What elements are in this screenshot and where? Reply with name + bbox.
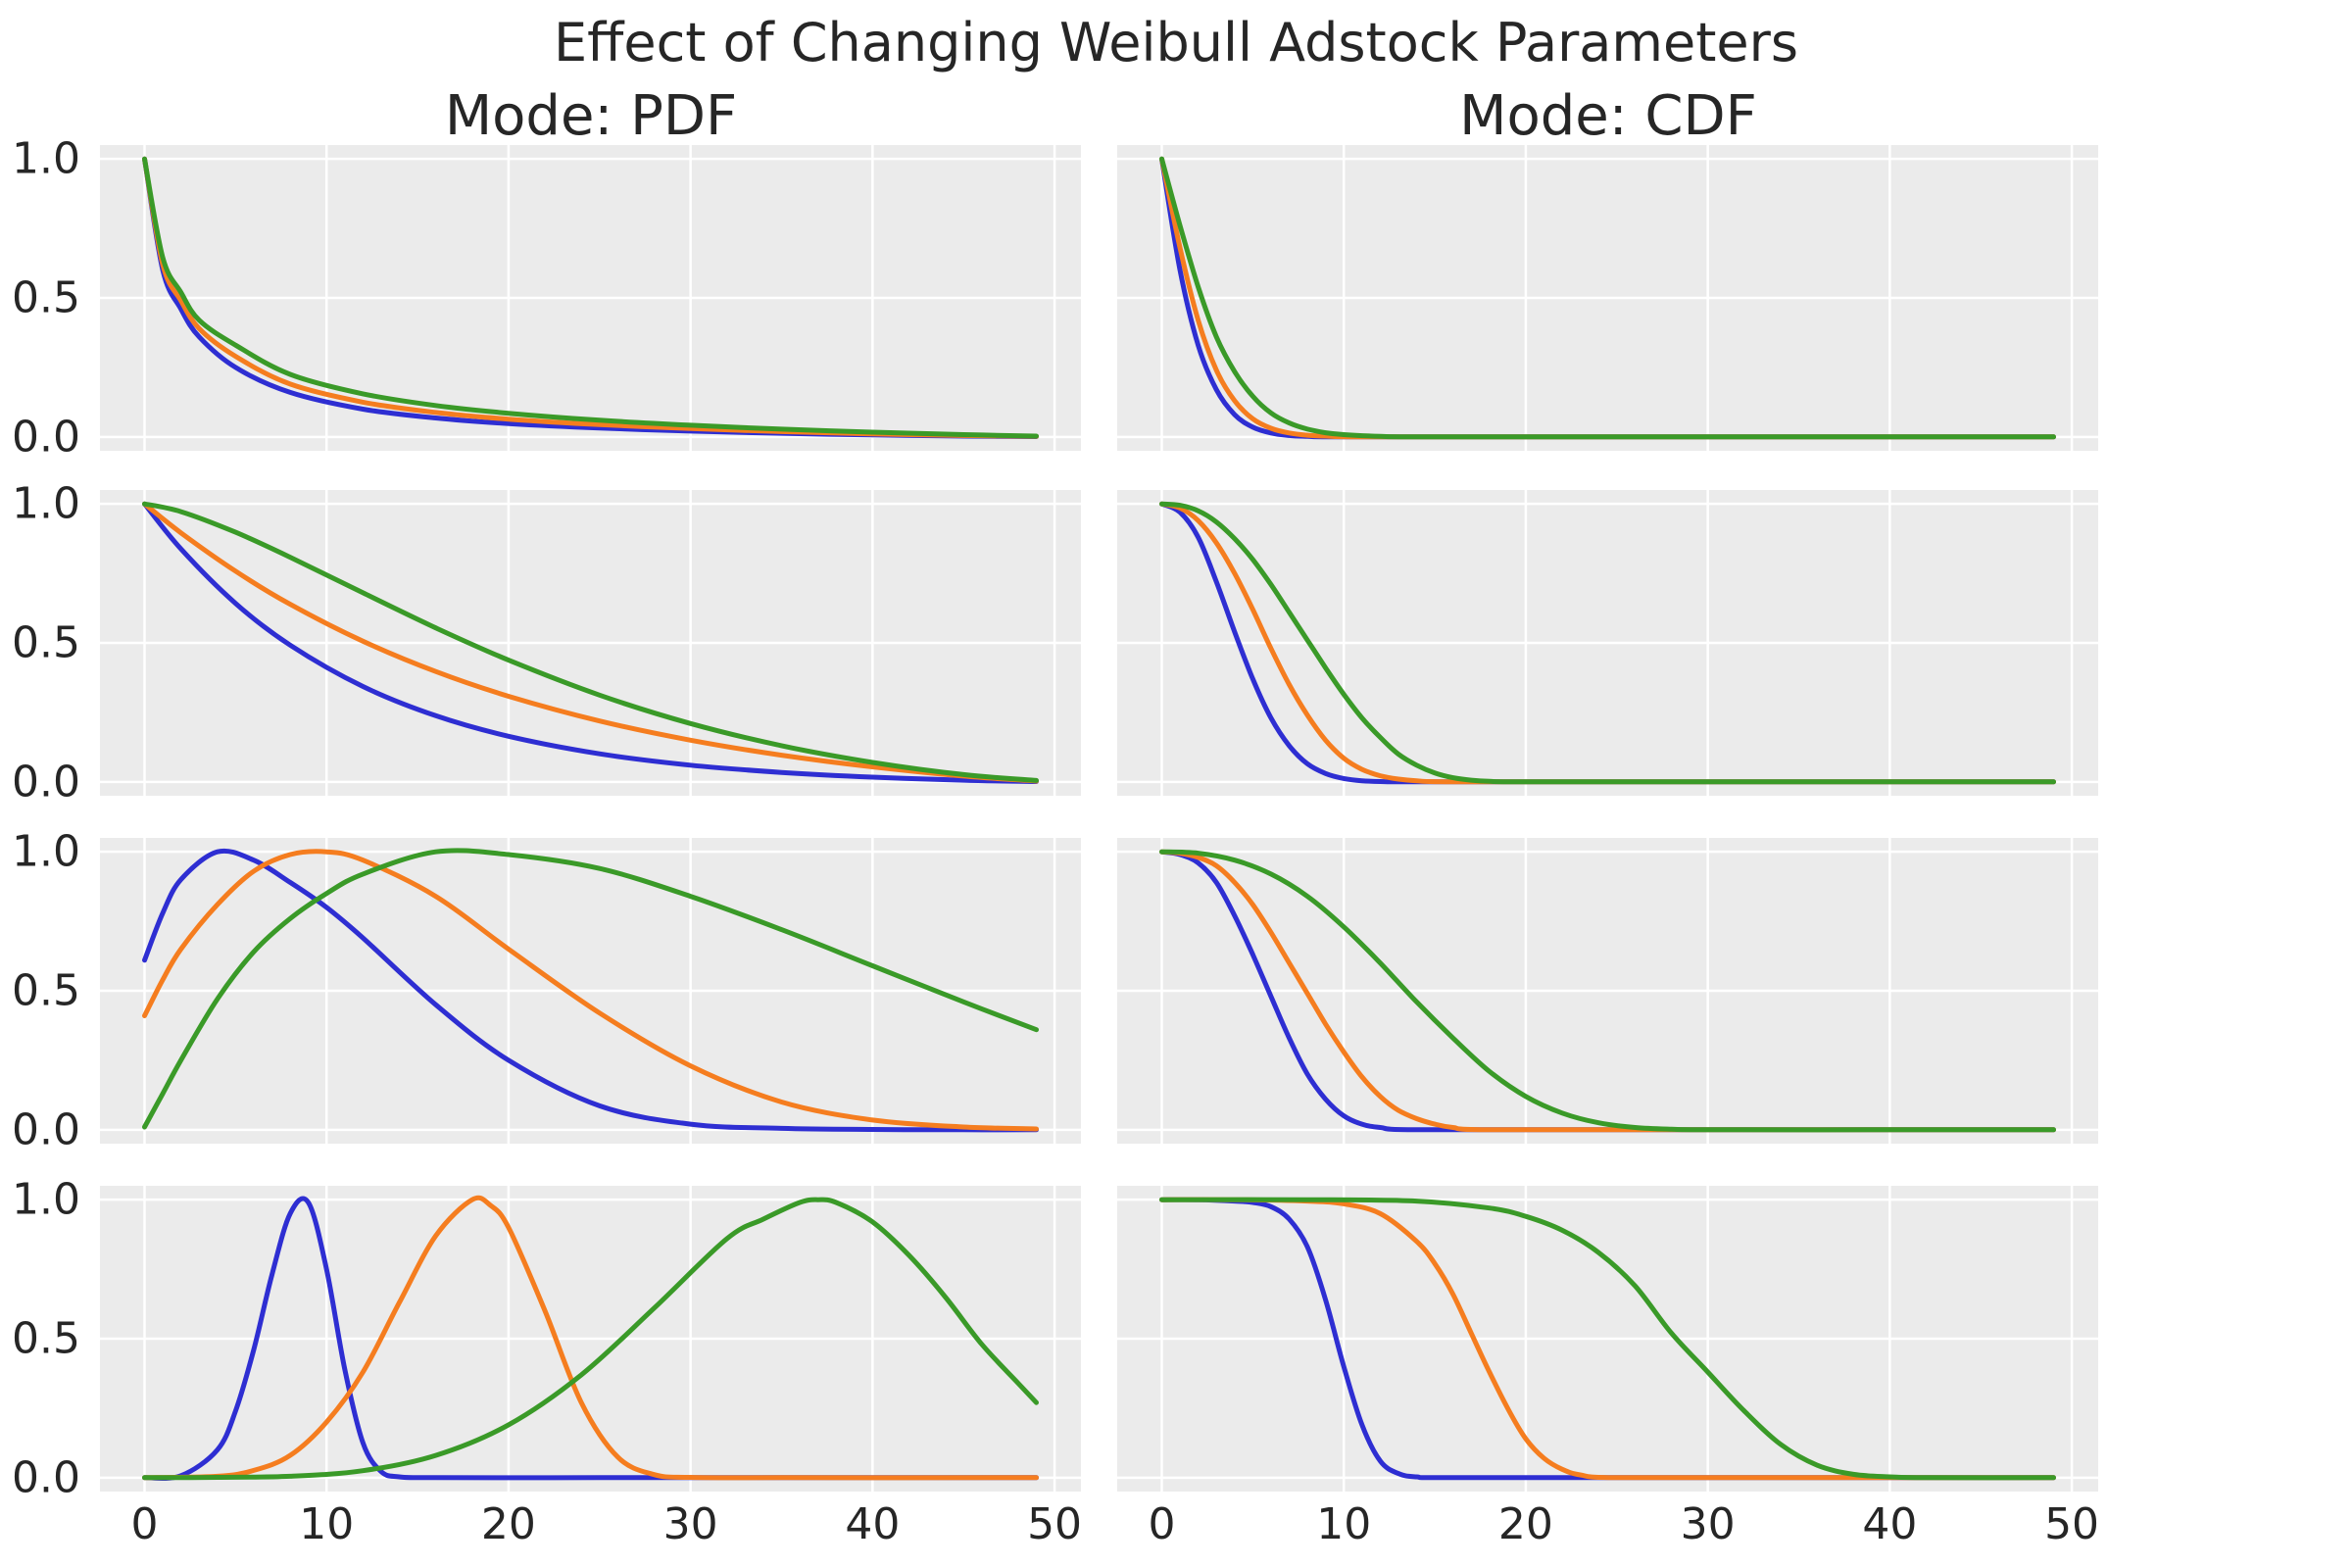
subplot-cdf-row4: 0 10 20 30 40 50 — [1117, 1186, 2099, 1549]
series-line-green — [1159, 1197, 2056, 1481]
series-line-blue — [142, 501, 1039, 784]
y-tick-label: 0.0 — [12, 1104, 80, 1154]
subplot-cdf-row1 — [1117, 145, 2098, 451]
y-tick-label: 1.0 — [12, 1175, 80, 1225]
y-tick-label: 1.0 — [12, 827, 80, 877]
series-line-green — [1159, 156, 2056, 440]
y-tick-label: 1.0 — [12, 479, 80, 529]
x-tick-label: 50 — [1027, 1499, 1082, 1549]
x-tick-label: 10 — [1316, 1499, 1371, 1549]
subplot-pdf-row4: 1.0 0.5 0.0 0 10 20 30 40 50 — [12, 1175, 1082, 1549]
y-tick-label: 1.0 — [12, 134, 80, 184]
series-line-green — [1159, 849, 2056, 1133]
series-line-green — [1159, 501, 2056, 785]
series-line-green — [142, 1197, 1039, 1481]
y-tick-label: 0.0 — [12, 757, 80, 807]
series-line-green — [142, 848, 1039, 1130]
series-line-orange — [1159, 849, 2056, 1133]
x-tick-label: 0 — [131, 1499, 159, 1549]
x-tick-label: 50 — [2044, 1499, 2099, 1549]
y-tick-label: 0.5 — [12, 966, 80, 1016]
y-tick-label: 0.5 — [12, 618, 80, 668]
x-tick-label: 40 — [845, 1499, 900, 1549]
figure-title: Effect of Changing Weibull Adstock Param… — [554, 12, 1798, 74]
column-title-pdf: Mode: PDF — [444, 84, 738, 148]
x-tick-label: 20 — [1498, 1499, 1553, 1549]
subplot-cdf-row3 — [1117, 838, 2098, 1144]
subplot-pdf-row1: 1.0 0.5 0.0 — [12, 134, 1081, 462]
series-line-green — [142, 501, 1039, 783]
y-tick-label: 0.5 — [12, 273, 80, 323]
subplot-cdf-row2 — [1117, 490, 2098, 796]
series-line-orange — [142, 849, 1039, 1132]
series-line-green — [142, 156, 1039, 439]
y-tick-label: 0.5 — [12, 1314, 80, 1364]
x-tick-label: 30 — [663, 1499, 718, 1549]
y-tick-label: 0.0 — [12, 412, 80, 462]
subplot-pdf-row2: 1.0 0.5 0.0 — [12, 479, 1081, 807]
column-title-cdf: Mode: CDF — [1459, 84, 1757, 148]
series-line-orange — [142, 501, 1039, 784]
series-line-blue — [142, 1196, 1039, 1481]
x-tick-label: 40 — [1862, 1499, 1917, 1549]
subplot-pdf-row3: 1.0 0.5 0.0 — [12, 827, 1081, 1154]
x-tick-label: 30 — [1681, 1499, 1736, 1549]
x-tick-label: 0 — [1149, 1499, 1176, 1549]
x-tick-label: 10 — [299, 1499, 354, 1549]
series-line-orange — [1159, 1197, 2056, 1481]
x-tick-label: 20 — [481, 1499, 536, 1549]
series-line-blue — [142, 848, 1039, 1133]
series-line-orange — [142, 1195, 1039, 1481]
y-tick-label: 0.0 — [12, 1452, 80, 1502]
